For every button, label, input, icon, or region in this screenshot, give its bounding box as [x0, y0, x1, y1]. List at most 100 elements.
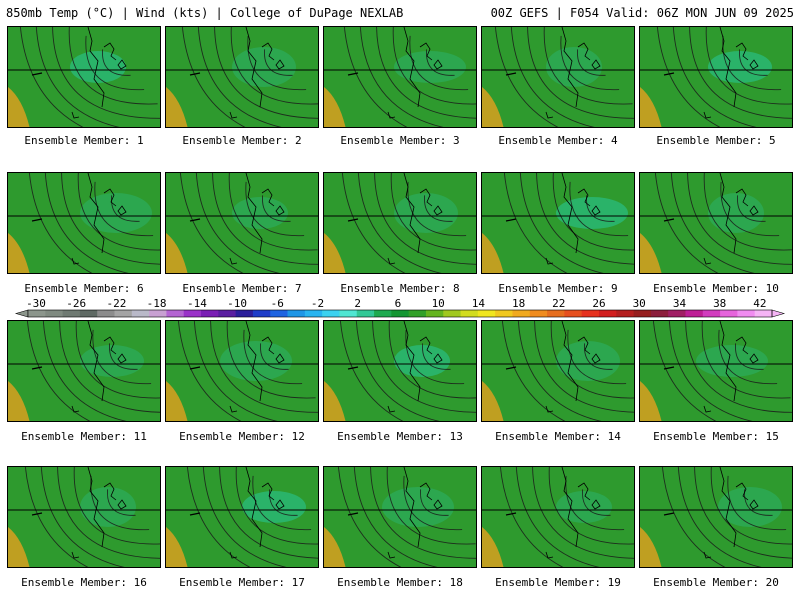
colorbar-segment [443, 310, 461, 317]
colorbar-right-arrow [771, 309, 786, 318]
colorbar-segment [252, 310, 271, 317]
colorbar-segment [45, 310, 63, 317]
colorbar-segment [304, 310, 323, 317]
colorbar-segment [408, 310, 427, 317]
temperature-field-map [482, 27, 634, 127]
panel-label: Ensemble Member: 12 [179, 430, 305, 443]
panel-label: Ensemble Member: 10 [653, 282, 779, 295]
colorbar-segment [79, 310, 98, 317]
model-valid-time: 00Z GEFS | F054 Valid: 06Z MON JUN 09 20… [490, 6, 794, 20]
colorbar-segment [166, 310, 185, 317]
ensemble-panel-4 [481, 26, 635, 128]
colorbar-tick-label: 18 [512, 297, 525, 310]
panel-label: Ensemble Member: 16 [21, 576, 147, 589]
colorbar-segment [114, 310, 133, 317]
temperature-colorbar: -30 -26 -22 -18 -14 -10 -6 -2 2 6 10 14 18 22 26 30 34 38… [8, 296, 792, 322]
ensemble-panel-5 [639, 26, 793, 128]
colorbar-tick-label: -18 [147, 297, 167, 310]
ensemble-panel-11 [7, 320, 161, 422]
temperature-field-map [324, 173, 476, 273]
colorbar-segment [512, 310, 531, 317]
colorbar-segment [720, 310, 738, 317]
ensemble-panel-19 [481, 466, 635, 568]
temperature-field-map [640, 467, 792, 567]
ensemble-panel-14 [481, 320, 635, 422]
colorbar-tick-label: 6 [395, 297, 402, 310]
colorbar-segment [149, 310, 167, 317]
ensemble-panel-17 [165, 466, 319, 568]
temperature-field-map [482, 321, 634, 421]
colorbar-segment [322, 310, 340, 317]
panel-label: Ensemble Member: 19 [495, 576, 621, 589]
temperature-field-map [8, 321, 160, 421]
colorbar-graphic: -30 -26 -22 -18 -14 -10 -6 -2 2 6 10 14 18 22 26 30 34 38… [14, 297, 786, 318]
colorbar-segment [754, 310, 773, 317]
panel-label: Ensemble Member: 11 [21, 430, 147, 443]
temperature-field-map [166, 467, 318, 567]
colorbar-tick-label: 38 [713, 297, 726, 310]
panel-label: Ensemble Member: 8 [340, 282, 460, 295]
colorbar-segment [650, 310, 669, 317]
colorbar-segment [633, 310, 652, 317]
ensemble-panel-12 [165, 320, 319, 422]
colorbar-segment [529, 310, 548, 317]
colorbar-segment [668, 310, 686, 317]
colorbar-tick-label: 42 [753, 297, 766, 310]
temperature-field-map [166, 321, 318, 421]
temperature-field-map [166, 27, 318, 127]
temperature-field-map [166, 173, 318, 273]
ensemble-panel-18 [323, 466, 477, 568]
colorbar-tick-label: -26 [66, 297, 86, 310]
ensemble-panel-9 [481, 172, 635, 274]
colorbar-tick-label: 30 [633, 297, 646, 310]
temperature-field-map [8, 173, 160, 273]
ensemble-panel-2 [165, 26, 319, 128]
colorbar-tick-label: -30 [26, 297, 46, 310]
colorbar-segment [218, 310, 237, 317]
colorbar-segment [339, 310, 358, 317]
temperature-field-map [8, 467, 160, 567]
colorbar-segment [564, 310, 583, 317]
temperature-field-map [324, 27, 476, 127]
panel-label: Ensemble Member: 20 [653, 576, 779, 589]
colorbar-segment [28, 310, 46, 317]
temperature-field-map [324, 467, 476, 567]
colorbar-segment [374, 310, 392, 317]
colorbar-segment [477, 310, 496, 317]
panel-label: Ensemble Member: 2 [182, 134, 302, 147]
colorbar-segment [201, 310, 219, 317]
colorbar-segment [685, 310, 704, 317]
panel-label: Ensemble Member: 18 [337, 576, 463, 589]
colorbar-segment [391, 310, 410, 317]
ensemble-panel-10 [639, 172, 793, 274]
colorbar-segment [702, 310, 721, 317]
colorbar-tick-label: 22 [552, 297, 565, 310]
colorbar-segment [235, 310, 254, 317]
ensemble-panel-8 [323, 172, 477, 274]
map-title: 850mb Temp (°C) | Wind (kts) | College o… [6, 6, 404, 20]
colorbar-segment [495, 310, 513, 317]
panel-label: Ensemble Member: 3 [340, 134, 460, 147]
temperature-field-map [324, 321, 476, 421]
panel-label: Ensemble Member: 6 [24, 282, 144, 295]
temperature-field-map [482, 173, 634, 273]
colorbar-tick-label: -10 [227, 297, 247, 310]
temperature-field-map [640, 173, 792, 273]
ensemble-panel-6 [7, 172, 161, 274]
colorbar-tick-label: 10 [432, 297, 445, 310]
panel-label: Ensemble Member: 7 [182, 282, 302, 295]
colorbar-segment [287, 310, 306, 317]
colorbar-segment [581, 310, 600, 317]
colorbar-segment [547, 310, 565, 317]
panel-label: Ensemble Member: 9 [498, 282, 618, 295]
ensemble-panel-15 [639, 320, 793, 422]
colorbar-segment [183, 310, 202, 317]
ensemble-panel-13 [323, 320, 477, 422]
panel-label: Ensemble Member: 5 [656, 134, 776, 147]
colorbar-segment [425, 310, 444, 317]
colorbar-tick-label: 2 [354, 297, 361, 310]
panel-label: Ensemble Member: 15 [653, 430, 779, 443]
panel-label: Ensemble Member: 4 [498, 134, 618, 147]
colorbar-left-arrow [14, 309, 29, 318]
colorbar-segment [356, 310, 375, 317]
